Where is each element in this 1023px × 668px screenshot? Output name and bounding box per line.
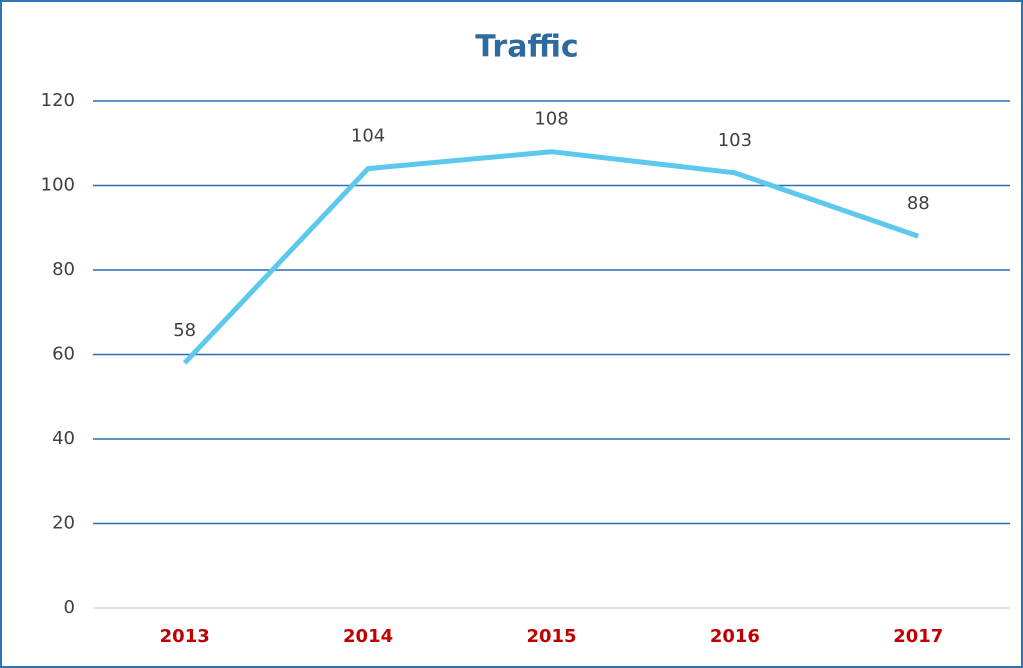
x-tick-label: 2016 — [710, 626, 760, 647]
x-tick-label: 2013 — [160, 626, 210, 647]
x-tick-label: 2014 — [343, 626, 393, 647]
y-tick-label: 40 — [52, 428, 75, 449]
data-label: 108 — [534, 109, 568, 130]
chart-title: Traffic — [475, 30, 578, 65]
data-label: 104 — [351, 126, 385, 147]
y-tick-label: 20 — [52, 513, 75, 534]
y-tick-label: 0 — [64, 597, 75, 618]
y-tick-label: 80 — [52, 259, 75, 280]
y-tick-label: 120 — [41, 90, 75, 111]
y-tick-label: 60 — [52, 344, 75, 365]
data-label: 88 — [907, 193, 930, 214]
x-tick-label: 2015 — [526, 626, 576, 647]
y-tick-label: 100 — [41, 175, 75, 196]
data-line — [182, 149, 920, 365]
data-label: 58 — [173, 320, 196, 341]
x-tick-label: 2017 — [893, 626, 943, 647]
data-label: 103 — [718, 130, 752, 151]
